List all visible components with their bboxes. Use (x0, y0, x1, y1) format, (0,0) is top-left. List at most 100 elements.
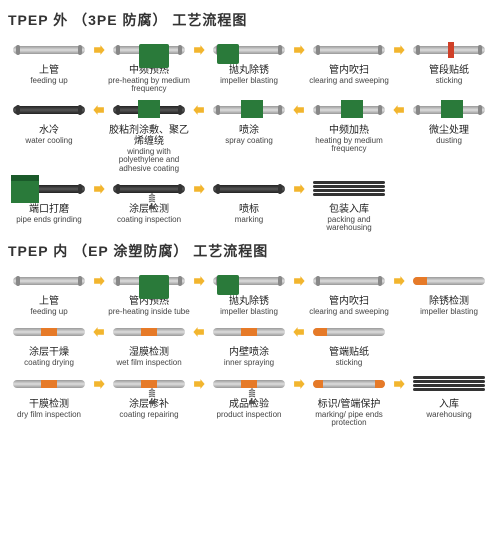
step-label-cn: 上管 (39, 296, 59, 307)
flow-arrow-icon (192, 96, 206, 124)
flow-step: 端口打磨 pipe ends grinding (6, 175, 92, 224)
section-title: TPEP 外 （3PE 防腐） 工艺流程图 (8, 10, 494, 30)
step-icon (108, 175, 190, 203)
flow-step: 内壁喷涂 inner spraying (206, 318, 292, 367)
step-icon (408, 36, 490, 64)
flow-row: 干膜检测 dry film inspection 涂层修补 coating re… (6, 370, 494, 428)
flow-arrow-icon (292, 318, 306, 346)
flow-step: 中频预热 pre-heating by medium frequency (106, 36, 192, 94)
step-label-en: water cooling (25, 137, 72, 145)
step-label-cn: 端口打磨 (29, 204, 69, 215)
step-label-cn: 抛丸除锈 (229, 65, 269, 76)
flow-arrow-icon (192, 175, 206, 203)
flow-step: 抛丸除锈 impeller blasting (206, 36, 292, 85)
step-label-en: packing and warehousing (306, 216, 392, 233)
section-title: TPEP 内 （EP 涂塑防腐） 工艺流程图 (8, 241, 494, 261)
step-icon (208, 175, 290, 203)
step-label-cn: 标识/管端保护 (318, 399, 381, 410)
flow-step: 管内吹扫 clearing and sweeping (306, 267, 392, 316)
flow-row: 水冷 water cooling 胶粘剂涂敷、聚乙烯缠绕 winding wit… (6, 96, 494, 173)
flow-arrow-icon (292, 175, 306, 203)
step-label-cn: 管段贴纸 (429, 65, 469, 76)
flow-step: 入库 warehousing (406, 370, 492, 419)
step-icon (308, 318, 390, 346)
step-icon (208, 96, 290, 124)
flow-step: 除锈检测 impeller blasting (406, 267, 492, 316)
step-label-en: pre-heating by medium frequency (106, 77, 192, 94)
flow-arrow-icon (192, 370, 206, 398)
step-icon (108, 267, 190, 295)
step-label-en: spray coating (225, 137, 273, 145)
step-label-cn: 抛丸除锈 (229, 296, 269, 307)
step-label-en: warehousing (426, 411, 471, 419)
flow-arrow-icon (92, 96, 106, 124)
flow-arrow-icon (92, 370, 106, 398)
flow-arrow-icon (192, 318, 206, 346)
flow-arrow-icon (392, 36, 406, 64)
step-label-en: feeding up (30, 308, 67, 316)
step-icon (108, 370, 190, 398)
step-label-cn: 中频加热 (329, 125, 369, 136)
step-icon (208, 36, 290, 64)
step-label-en: sticking (336, 359, 363, 367)
flow-row: 上管 feeding up 管内预热 pre-heating inside tu… (6, 267, 494, 316)
flow-step: 上管 feeding up (6, 36, 92, 85)
step-label-en: product inspection (217, 411, 282, 419)
flow-arrow-icon (92, 36, 106, 64)
step-label-en: feeding up (30, 77, 67, 85)
step-label-en: coating drying (24, 359, 74, 367)
step-label-en: pre-heating inside tube (108, 308, 189, 316)
step-label-cn: 管内吹扫 (329, 296, 369, 307)
step-label-en: coating inspection (117, 216, 181, 224)
flow-arrow-icon (192, 267, 206, 295)
flow-step: 管段贴纸 sticking (406, 36, 492, 85)
flow-arrow-icon (192, 36, 206, 64)
step-label-en: clearing and sweeping (309, 77, 389, 85)
step-icon (408, 267, 490, 295)
step-icon (308, 370, 390, 398)
flow-section: TPEP 外 （3PE 防腐） 工艺流程图 上管 feeding up 中频预热… (6, 10, 494, 233)
flow-step: 包装入库 packing and warehousing (306, 175, 392, 233)
step-icon (408, 370, 490, 398)
step-icon (208, 370, 290, 398)
step-icon (308, 175, 390, 203)
step-label-en: sticking (436, 77, 463, 85)
step-label-en: inner spraying (224, 359, 274, 367)
step-label-en: winding with polyethylene and adhesive c… (106, 148, 192, 173)
step-label-cn: 微尘处理 (429, 125, 469, 136)
step-icon (208, 318, 290, 346)
flow-step: 管内预热 pre-heating inside tube (106, 267, 192, 316)
step-label-cn: 喷涂 (239, 125, 259, 136)
step-icon (8, 318, 90, 346)
flow-step: 标识/管端保护 marking/ pipe ends protection (306, 370, 392, 428)
flow-arrow-icon (392, 370, 406, 398)
flow-step: 喷标 marking (206, 175, 292, 224)
flow-step: 抛丸除锈 impeller blasting (206, 267, 292, 316)
step-label-cn: 涂层干燥 (29, 347, 69, 358)
flow-step: 管端贴纸 sticking (306, 318, 392, 367)
flow-arrow-icon (92, 267, 106, 295)
step-label-en: marking (235, 216, 263, 224)
step-icon (308, 96, 390, 124)
flow-step: 胶粘剂涂敷、聚乙烯缠绕 winding with polyethylene an… (106, 96, 192, 173)
flow-step: 喷涂 spray coating (206, 96, 292, 145)
step-label-cn: 除锈检测 (429, 296, 469, 307)
step-label-en: dusting (436, 137, 462, 145)
flow-arrow-icon (92, 175, 106, 203)
step-icon (108, 318, 190, 346)
step-icon (8, 175, 90, 203)
flow-arrow-icon (292, 96, 306, 124)
flow-arrow-icon (92, 318, 106, 346)
step-icon (308, 267, 390, 295)
flow-step: 成品检验 product inspection (206, 370, 292, 419)
step-icon (8, 267, 90, 295)
step-label-cn: 喷标 (239, 204, 259, 215)
step-label-en: impeller blasting (220, 77, 278, 85)
step-label-cn: 水冷 (39, 125, 59, 136)
flow-row: 上管 feeding up 中频预热 pre-heating by medium… (6, 36, 494, 94)
step-icon (408, 96, 490, 124)
flow-step: 涂层干燥 coating drying (6, 318, 92, 367)
flow-row: 涂层干燥 coating drying 湿膜检测 wet film inspec… (6, 318, 494, 367)
step-label-en: impeller blasting (220, 308, 278, 316)
flow-arrow-icon (392, 267, 406, 295)
